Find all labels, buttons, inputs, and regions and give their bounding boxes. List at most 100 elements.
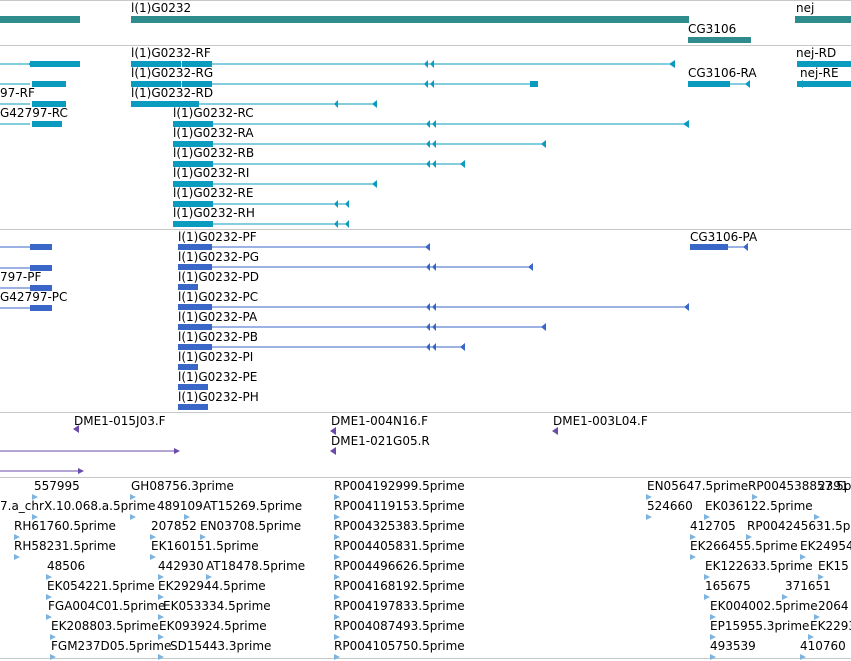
est-label[interactable]: EK053334.5prime <box>163 599 271 613</box>
transcript-rb-glyph[interactable] <box>173 160 465 168</box>
est-label[interactable]: EK266455.5prime <box>690 539 798 553</box>
est-label[interactable]: AT15269.5prime <box>203 499 303 513</box>
est-label[interactable]: 165675 <box>705 579 751 593</box>
clone-label-003l04[interactable]: DME1-003L04.F <box>553 414 648 428</box>
protein-pi-glyph[interactable] <box>178 364 198 370</box>
est-label[interactable]: 2064 <box>818 599 849 613</box>
protein-label-pf[interactable]: l(1)G0232-PF <box>178 230 257 244</box>
clone-004n16-marker[interactable] <box>330 427 336 435</box>
protein-pe-glyph[interactable] <box>178 384 208 390</box>
est-label[interactable]: 493539 <box>710 639 756 653</box>
transcript-left-2[interactable] <box>0 81 66 87</box>
protein-label-pa[interactable]: l(1)G0232-PA <box>178 310 258 324</box>
transcript-left-4[interactable] <box>0 121 62 127</box>
transcript-label-rh[interactable]: l(1)G0232-RH <box>173 206 255 220</box>
protein-ph-glyph[interactable] <box>178 404 208 410</box>
est-label[interactable]: 371651 <box>785 579 831 593</box>
transcript-left-3[interactable] <box>0 101 66 107</box>
clone-003l04-marker[interactable] <box>552 427 558 435</box>
clone-label-021g05[interactable]: DME1-021G05.R <box>331 434 430 448</box>
transcript-label-nej-rd[interactable]: nej-RD <box>796 46 837 60</box>
est-label[interactable]: RH61760.5prime <box>14 519 116 533</box>
clone-label-015j03[interactable]: DME1-015J03.F <box>74 414 166 428</box>
est-label[interactable]: EK122633.5prime <box>705 559 813 573</box>
transcript-label-rc[interactable]: l(1)G0232-RC <box>173 106 254 120</box>
est-label[interactable]: 524660 <box>647 499 693 513</box>
transcript-cg3106-ra-glyph[interactable] <box>688 80 750 88</box>
transcript-label-rg[interactable]: l(1)G0232-RG <box>131 66 214 80</box>
protein-label-pd[interactable]: l(1)G0232-PD <box>178 270 259 284</box>
est-label[interactable]: 442930 <box>158 559 204 573</box>
protein-pc-glyph[interactable] <box>178 303 689 311</box>
clone-021g05-marker[interactable] <box>330 447 336 455</box>
transcript-rg-glyph[interactable] <box>131 80 538 88</box>
transcript-nej-re-glyph[interactable] <box>797 80 851 88</box>
protein-label-left-pf[interactable]: 797-PF <box>0 270 42 284</box>
est-label[interactable]: SD15443.3prime <box>170 639 272 653</box>
transcript-label-rf[interactable]: l(1)G0232-RF <box>131 46 211 60</box>
transcript-label-ri[interactable]: l(1)G0232-RI <box>173 166 250 180</box>
transcript-ri-glyph[interactable] <box>173 180 377 188</box>
est-label[interactable]: EK208803.5prime <box>51 619 159 633</box>
est-label[interactable]: EK004002.5prime <box>710 599 818 613</box>
est-label[interactable]: RP004105750.5prime <box>334 639 465 653</box>
protein-left-1[interactable] <box>0 244 52 250</box>
est-label[interactable]: EK2293 <box>810 619 851 633</box>
gene-bar-cg3106[interactable] <box>688 37 751 43</box>
protein-pd-glyph[interactable] <box>178 284 198 290</box>
transcript-label-left-rc[interactable]: G42797-RC <box>0 106 68 120</box>
est-label[interactable]: EK24954 <box>800 539 851 553</box>
est-label[interactable]: EK036122.5prime <box>705 499 813 513</box>
clone-label-004n16[interactable]: DME1-004N16.F <box>331 414 429 428</box>
est-label[interactable]: AT18478.5prime <box>206 559 306 573</box>
protein-label-pb[interactable]: l(1)G0232-PB <box>178 330 258 344</box>
est-label[interactable]: 48506 <box>47 559 86 573</box>
gene-bar-left[interactable] <box>0 16 80 23</box>
protein-label-cg3106-pa[interactable]: CG3106-PA <box>690 230 758 244</box>
transcript-rf-glyph[interactable] <box>131 60 675 68</box>
transcript-label-rb[interactable]: l(1)G0232-RB <box>173 146 255 160</box>
est-label[interactable]: RP004538857.5prime <box>748 479 851 493</box>
est-label[interactable]: RP004197833.5prime <box>334 599 465 613</box>
protein-label-pg[interactable]: l(1)G0232-PG <box>178 250 260 264</box>
est-label[interactable]: EP15955.3prime <box>710 619 810 633</box>
transcript-label-cg3106-ra[interactable]: CG3106-RA <box>688 66 757 80</box>
est-label[interactable]: RP004405831.5prime <box>334 539 465 553</box>
protein-label-left-pc[interactable]: G42797-PC <box>0 290 68 304</box>
transcript-label-rd[interactable]: l(1)G0232-RD <box>131 86 214 100</box>
gene-label-l1g0232[interactable]: l(1)G0232 <box>131 1 192 15</box>
protein-pg-glyph[interactable] <box>178 263 533 271</box>
protein-label-pe[interactable]: l(1)G0232-PE <box>178 370 258 384</box>
gene-label-nej[interactable]: nej <box>796 1 815 15</box>
transcript-left-1[interactable] <box>0 61 80 67</box>
est-label[interactable]: 489109 <box>157 499 203 513</box>
protein-left-4[interactable] <box>0 305 52 311</box>
protein-label-pi[interactable]: l(1)G0232-PI <box>178 350 254 364</box>
est-label[interactable]: RP004245631.5prime <box>747 519 851 533</box>
protein-label-ph[interactable]: l(1)G0232-PH <box>178 390 259 404</box>
est-label[interactable]: 7.a_chrX.10.068.a.5prime <box>0 499 156 513</box>
protein-pf-glyph[interactable] <box>178 243 430 251</box>
gene-bar-nej[interactable] <box>795 16 851 23</box>
transcript-re-glyph[interactable] <box>173 200 349 208</box>
transcript-rd-glyph[interactable] <box>131 100 377 108</box>
est-label[interactable]: EN03708.5prime <box>200 519 302 533</box>
est-label[interactable]: 557995 <box>34 479 80 493</box>
est-label[interactable]: 2391 <box>818 479 849 493</box>
est-label[interactable]: EK292944.5prime <box>158 579 266 593</box>
est-label[interactable]: GH08756.3prime <box>131 479 234 493</box>
protein-left-2[interactable] <box>0 265 52 271</box>
transcript-label-nej-re[interactable]: nej-RE <box>800 66 839 80</box>
est-label[interactable]: RH58231.5prime <box>14 539 116 553</box>
est-label[interactable]: EK160151.5prime <box>151 539 259 553</box>
gene-label-cg3106[interactable]: CG3106 <box>688 22 737 36</box>
est-label[interactable]: RP004119153.5prime <box>334 499 465 513</box>
est-label[interactable]: 412705 <box>690 519 736 533</box>
est-label[interactable]: FGM237D05.5prime <box>51 639 172 653</box>
protein-pb-glyph[interactable] <box>178 343 465 351</box>
transcript-nej-rd-glyph[interactable] <box>797 61 851 67</box>
transcript-ra-glyph[interactable] <box>173 140 546 148</box>
transcript-label-re[interactable]: l(1)G0232-RE <box>173 186 254 200</box>
est-label[interactable]: EK093924.5prime <box>159 619 267 633</box>
est-label[interactable]: RP004496626.5prime <box>334 559 465 573</box>
